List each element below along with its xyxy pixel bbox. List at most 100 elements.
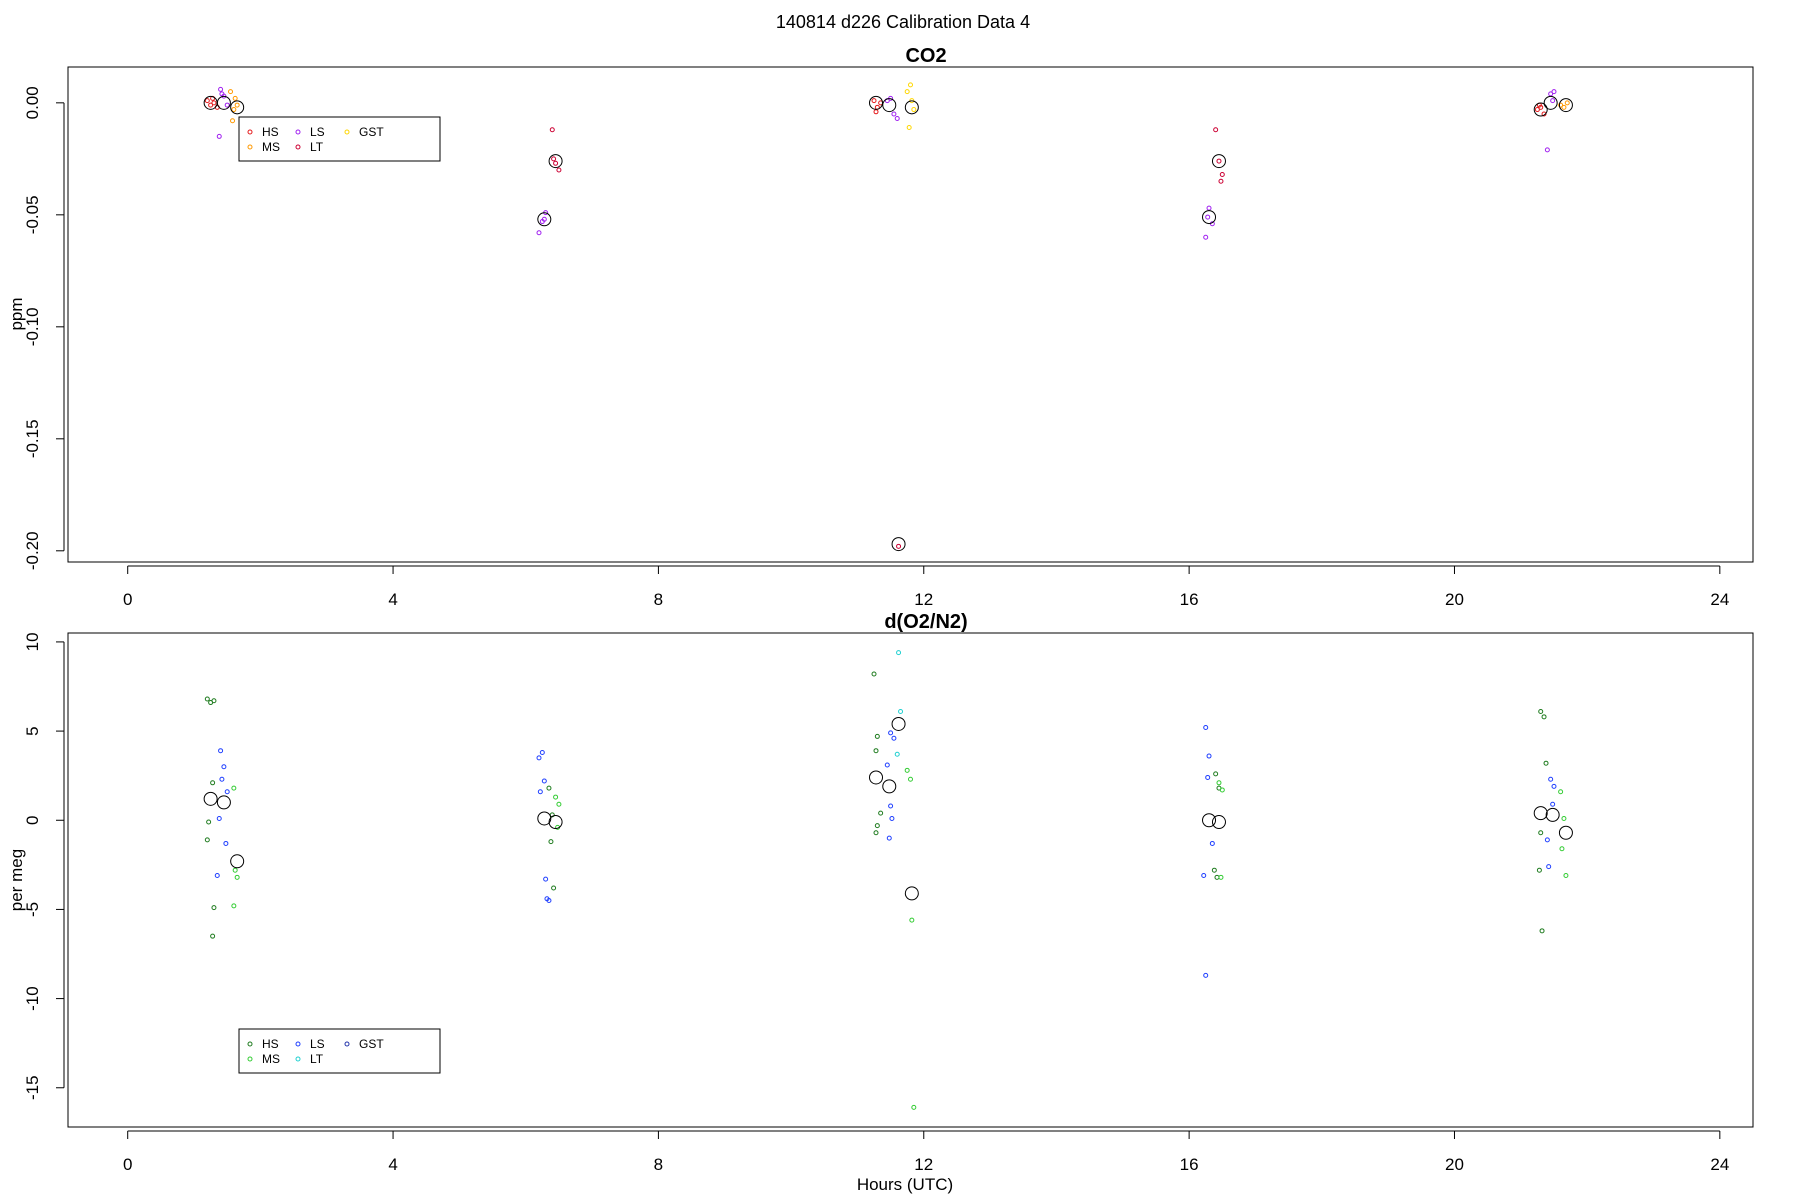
o2n2-point-ms: [556, 801, 562, 807]
o2n2-point-ls: [1201, 873, 1207, 879]
co2-point-gst: [908, 82, 913, 88]
o2n2-panel: d(O2/N2) per meg Hours (UTC) 0 4 8 12 16 20 24…: [7, 611, 1754, 1194]
o2n2-point-ls: [1206, 753, 1212, 759]
o2n2-y-tick-label: 10: [23, 632, 42, 651]
o2n2-legend-label-lt: LT: [310, 1052, 324, 1066]
co2-point-hs: [1534, 107, 1540, 113]
co2-y-axis-label: ppm: [7, 297, 26, 330]
o2n2-point-mean: [548, 815, 563, 830]
co2-point-hs: [871, 98, 877, 104]
o2n2-point-ls: [891, 735, 897, 741]
o2n2-point-hs: [1539, 928, 1545, 934]
co2-point-ls: [1205, 214, 1211, 220]
co2-point-mean: [904, 100, 919, 115]
co2-legend-box: [238, 116, 441, 162]
o2n2-point-ms: [231, 903, 237, 909]
co2-point-ms: [232, 95, 238, 101]
o2n2-point-hs: [1538, 708, 1544, 714]
o2n2-x-tick-label: 12: [914, 1155, 933, 1174]
o2n2-point-hs: [1543, 760, 1549, 766]
o2n2-x-tick-label: 8: [654, 1155, 663, 1174]
o2n2-point-hs: [874, 733, 880, 739]
co2-legend-label-gst: GST: [359, 125, 384, 139]
o2n2-point-ls: [888, 730, 894, 736]
o2n2-point-lt: [894, 751, 900, 757]
o2n2-point-hs: [206, 819, 212, 825]
co2-y-tick-label: 0.00: [23, 86, 42, 119]
o2n2-point-ms: [908, 776, 913, 782]
o2n2-legend-label-hs: HS: [262, 1037, 279, 1051]
co2-legend-marker-hs: [247, 129, 253, 135]
co2-point-ls: [1544, 147, 1550, 153]
co2-point-mean: [1533, 102, 1548, 117]
o2n2-point-ls: [541, 778, 547, 784]
co2-point-mean: [869, 95, 884, 110]
o2n2-point-mean: [891, 716, 906, 731]
co2-point-ms: [231, 107, 237, 113]
co2-point-mean: [230, 100, 245, 115]
co2-point-gst: [906, 124, 912, 130]
co2-point-ls: [891, 111, 897, 117]
o2n2-point-hs: [204, 696, 210, 702]
co2-point-ls: [1550, 98, 1556, 104]
co2-y-tick-label: -0.05: [23, 195, 42, 234]
co2-x-tick-label: 24: [1710, 590, 1729, 609]
co2-x-tick-label: 20: [1445, 590, 1464, 609]
o2n2-point-ms: [1563, 873, 1569, 879]
co2-point-mean: [216, 95, 231, 110]
o2n2-axes: 0 4 8 12 16 20 24 -15 -10 -5 0 5 10: [23, 632, 1729, 1174]
o2n2-legend-marker-ms: [247, 1056, 253, 1062]
o2n2-x-tick-label: 24: [1710, 1155, 1729, 1174]
co2-legend-marker-ls: [295, 129, 301, 135]
co2-point-mean: [1211, 154, 1226, 169]
o2n2-point-ms: [911, 1104, 917, 1110]
co2-y-tick-label: -0.10: [23, 307, 42, 346]
o2n2-point-ms: [1559, 846, 1565, 852]
o2n2-point-ls: [543, 876, 549, 882]
o2n2-legend-marker-ls: [295, 1041, 301, 1047]
o2n2-point-ms: [1216, 780, 1222, 786]
co2-point-mean: [882, 98, 897, 113]
o2n2-y-tick-label: 5: [23, 726, 42, 735]
o2n2-point-ls: [1548, 776, 1554, 782]
co2-point-ms: [1564, 100, 1570, 106]
co2-plot-frame: [67, 66, 1754, 563]
o2n2-point-hs: [548, 839, 554, 845]
co2-point-ms: [1558, 102, 1564, 108]
o2n2-point-ls: [1203, 725, 1209, 731]
co2-legend-label-ls: LS: [310, 125, 325, 139]
o2n2-x-axis-label: Hours (UTC): [857, 1175, 953, 1194]
o2n2-point-ls: [214, 873, 220, 879]
co2-point-ls: [216, 133, 222, 139]
o2n2-point-ms: [904, 767, 910, 773]
co2-point-mean: [548, 154, 563, 169]
o2n2-point-hs: [1213, 771, 1219, 777]
o2n2-panel-title: d(O2/N2): [884, 611, 967, 633]
o2n2-point-ls: [889, 815, 895, 821]
o2n2-point-ls: [219, 776, 225, 782]
co2-points: [203, 82, 1573, 552]
co2-point-lt: [1218, 178, 1224, 184]
o2n2-legend-label-ms: MS: [262, 1052, 280, 1066]
co2-x-tick-label: 0: [123, 590, 132, 609]
o2n2-x-tick-label: 20: [1445, 1155, 1464, 1174]
o2n2-point-ms: [909, 917, 915, 923]
co2-y-tick-label: -0.20: [23, 531, 42, 570]
o2n2-point-lt: [898, 708, 904, 714]
o2n2-point-ls: [536, 755, 542, 761]
o2n2-y-tick-label: -5: [23, 902, 42, 917]
o2n2-point-lt: [896, 650, 902, 656]
o2n2-point-ls: [884, 762, 890, 768]
o2n2-point-mean: [1545, 807, 1560, 822]
o2n2-point-hs: [204, 837, 210, 843]
o2n2-plot-frame: [67, 632, 1754, 1128]
o2n2-point-hs: [1541, 714, 1547, 720]
o2n2-point-ls: [1205, 774, 1211, 780]
o2n2-point-mean: [1558, 825, 1573, 840]
o2n2-point-hs: [210, 780, 216, 786]
o2n2-point-ms: [1558, 789, 1564, 795]
co2-panel-title: CO2: [905, 45, 946, 67]
o2n2-point-mean: [216, 795, 231, 810]
co2-point-ms: [230, 118, 236, 124]
